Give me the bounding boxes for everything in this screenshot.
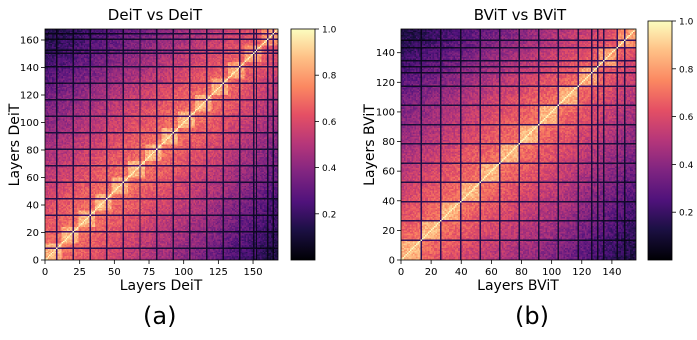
y-tick-label-b: 80 [382,137,395,148]
x-tick-label-a: 150 [243,267,262,278]
colorbar-tick-label-b: 1.0 [679,18,694,28]
colorbar-tick-label-b: 0.2 [679,209,693,219]
colorbar-tick-label-a: 0.4 [322,164,337,174]
y-tick-label-b: 60 [382,167,395,178]
y-ticks-a: 0 20 40 60 80 100 120 140 160 [20,36,45,267]
y-tick-label-a: 120 [20,91,39,102]
x-tick-label-b: 120 [572,267,591,278]
heatmap-a-frame [44,28,279,261]
x-tick-label-a: 25 [73,267,86,278]
panel-a: DeiT vs DeiT 0 25 50 75 100 125 150 0 20 40 60 80 1… [7,6,337,294]
y-tick-label-b: 120 [376,78,395,89]
chart-title-a: DeiT vs DeiT [108,6,203,24]
y-tick-label-b: 20 [382,226,395,237]
colorbar-a-ticks: 0.2 0.4 0.6 0.8 1.0 [315,26,337,220]
y-tick-label-b: 100 [376,107,395,118]
y-tick-label-a: 80 [26,146,39,157]
colorbar-tick-label-a: 1.0 [322,26,337,36]
colorbar-b [647,20,673,261]
y-tick-label-b: 0 [389,256,395,267]
chart-title-b: BViT vs BViT [474,6,567,24]
colorbar-tick-label-b: 0.8 [679,65,694,75]
x-ticks-a: 0 25 50 75 100 125 150 [42,260,263,278]
x-axis-label-a: Layers DeiT [120,278,203,294]
y-tick-label-a: 100 [20,118,39,129]
x-tick-label-b: 20 [425,267,438,278]
x-tick-label-b: 80 [515,267,528,278]
x-ticks-b: 0 20 40 60 80 100 120 140 [398,260,621,278]
y-tick-label-a: 160 [20,36,39,47]
y-tick-label-b: 140 [376,48,395,59]
x-tick-label-b: 40 [455,267,468,278]
y-ticks-b: 0 20 40 60 80 100 120 140 [376,48,401,267]
x-axis-label-b: Layers BViT [477,278,559,294]
x-tick-label-a: 75 [143,267,156,278]
y-tick-label-b: 40 [382,196,395,207]
x-tick-label-a: 0 [42,267,48,278]
y-tick-label-a: 40 [26,201,39,212]
x-tick-label-a: 100 [174,267,193,278]
colorbar-tick-label-a: 0.8 [322,72,337,82]
caption-b: (b) [515,302,549,330]
colorbar-tick-label-b: 0.6 [679,113,694,123]
x-tick-label-b: 140 [602,267,621,278]
y-tick-label-a: 0 [33,256,39,267]
y-tick-label-a: 20 [26,228,39,239]
x-tick-label-b: 100 [542,267,561,278]
colorbar-tick-label-a: 0.6 [322,118,337,128]
panel-b: BViT vs BViT 0 20 40 60 80 100 120 140 0 20 40 60 8… [362,6,694,294]
caption-a: (a) [143,302,177,330]
x-tick-label-b: 60 [485,267,498,278]
x-tick-label-a: 125 [209,267,228,278]
heatmap-b-image [401,29,636,260]
colorbar-tick-label-a: 0.2 [322,210,336,220]
colorbar-a [290,28,316,261]
y-axis-label-a: Layers DeiT [7,103,23,186]
x-tick-label-a: 50 [108,267,121,278]
y-axis-label-b: Layers BViT [362,104,378,186]
heatmap-b-frame [400,28,637,261]
y-tick-label-a: 60 [26,173,39,184]
heatmap-a-image [45,29,278,260]
colorbar-b-ticks: 0.2 0.4 0.6 0.8 1.0 [672,18,694,219]
colorbar-tick-label-b: 0.4 [679,161,694,171]
x-tick-label-b: 0 [398,267,404,278]
y-tick-label-a: 140 [20,63,39,74]
